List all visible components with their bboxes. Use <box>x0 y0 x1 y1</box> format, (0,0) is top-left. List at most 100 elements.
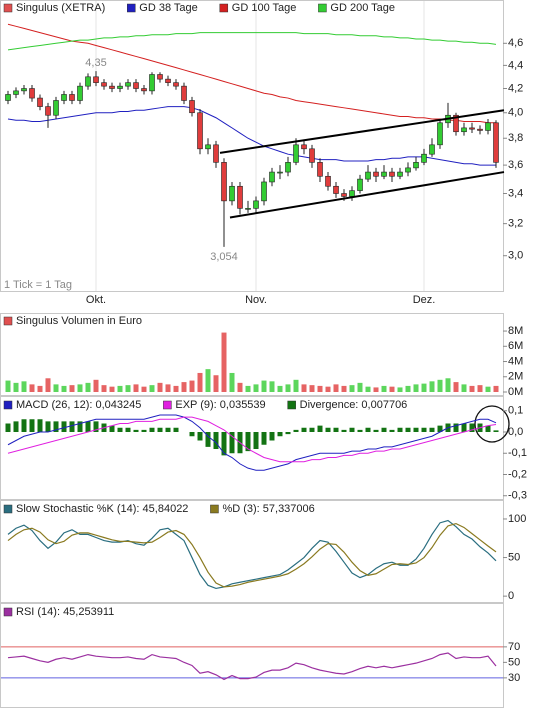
volume-bar <box>221 332 227 392</box>
y-tick-label: 3,8 <box>508 132 523 144</box>
y-tick-label: 100 <box>508 513 526 525</box>
y-tick-label: 0M <box>508 386 523 398</box>
candle-body <box>85 76 91 87</box>
volume-bar <box>397 387 403 392</box>
volume-bar <box>37 385 43 392</box>
candle-body <box>29 88 35 99</box>
volume-bar <box>229 372 235 392</box>
candle-body <box>349 190 355 197</box>
candle-body <box>245 208 251 210</box>
volume-bar <box>365 386 371 392</box>
divergence-bar <box>341 429 347 432</box>
candle-body <box>213 144 219 163</box>
volume-bar <box>445 378 451 392</box>
volume-bar <box>357 382 363 392</box>
candle-body <box>69 94 75 101</box>
divergence-bar <box>333 427 339 432</box>
divergence-bar <box>485 425 491 432</box>
volume-bar <box>165 384 171 392</box>
candle-body <box>277 171 283 174</box>
divergence-bar <box>37 419 43 432</box>
trendline <box>219 109 505 154</box>
volume-bar <box>13 382 19 392</box>
volume-bar <box>85 382 91 392</box>
divergence-bar <box>141 429 147 432</box>
volume-bar <box>405 385 411 392</box>
candle-body <box>429 144 435 155</box>
candle-body <box>413 162 419 169</box>
x-tick-label: Nov. <box>245 294 267 306</box>
volume-bar <box>213 375 219 392</box>
candle-body <box>357 178 363 191</box>
legend-swatch <box>318 3 327 13</box>
volume-bar <box>197 372 203 392</box>
divergence-bar <box>389 429 395 432</box>
indicator-line <box>7 519 497 590</box>
candle-body <box>181 85 187 101</box>
divergence-bar <box>381 427 387 432</box>
divergence-bar <box>301 427 307 432</box>
candle-body <box>365 171 371 180</box>
divergence-bar <box>109 425 115 432</box>
divergence-bar <box>165 427 171 432</box>
legend-swatch <box>287 400 296 410</box>
y-tick-label: 3,0 <box>508 250 523 262</box>
volume-bar <box>261 380 267 392</box>
indicator-line <box>7 416 497 463</box>
y-tick-label: 70 <box>508 641 520 653</box>
divergence-bar <box>45 421 51 432</box>
candle-body <box>405 167 411 173</box>
divergence-bar <box>325 427 331 432</box>
legend-label: EXP (9): 0,035539 <box>175 399 265 411</box>
divergence-bar <box>461 423 467 432</box>
divergence-bar <box>93 421 99 432</box>
divergence-bar <box>173 427 179 432</box>
volume-bar <box>101 385 107 392</box>
candle-body <box>261 181 267 202</box>
x-tick-label: Dez. <box>413 294 436 306</box>
volume-bar <box>69 385 75 392</box>
x-tick-label: Okt. <box>86 294 106 306</box>
legend-label: %D (3): 57,337006 <box>222 503 314 515</box>
candle-body <box>485 122 491 131</box>
candle-body <box>205 144 211 150</box>
legend-label: MACD (26, 12): 0,043245 <box>16 399 141 411</box>
divergence-bar <box>13 421 19 432</box>
divergence-bar <box>205 432 211 447</box>
volume-bar <box>109 386 115 392</box>
y-tick-label: 8M <box>508 325 523 337</box>
candle-body <box>61 94 67 101</box>
divergence-bar <box>357 429 363 432</box>
y-tick-label: -0,2 <box>508 468 527 480</box>
volume-bar <box>277 385 283 392</box>
y-tick-label: 4,6 <box>508 37 523 49</box>
volume-bar <box>349 385 355 392</box>
volume-bar <box>245 385 251 392</box>
volume-bar <box>493 385 499 392</box>
divergence-bar <box>133 429 139 432</box>
volume-bar <box>373 387 379 392</box>
divergence-bar <box>437 425 443 432</box>
candle-body <box>285 162 291 173</box>
y-tick-label: 30 <box>508 672 520 684</box>
candle-body <box>149 74 155 92</box>
volume-panel <box>0 313 504 396</box>
legend-swatch <box>127 3 136 13</box>
volume-bar <box>269 381 275 392</box>
trendline <box>229 171 505 219</box>
price-panel <box>0 0 504 292</box>
candle-body <box>221 162 227 202</box>
y-tick-label: 3,6 <box>508 159 523 171</box>
note: 1 Tick = 1 Tag <box>4 279 72 291</box>
volume-bar <box>421 383 427 392</box>
y-tick-label: 3,2 <box>508 218 523 230</box>
candle-body <box>341 193 347 197</box>
indicator-line <box>7 522 497 588</box>
divergence-bar <box>453 423 459 432</box>
divergence-bar <box>309 427 315 432</box>
divergence-bar <box>85 421 91 432</box>
candle-body <box>109 85 115 89</box>
volume-bar <box>181 382 187 392</box>
divergence-bar <box>53 421 59 432</box>
